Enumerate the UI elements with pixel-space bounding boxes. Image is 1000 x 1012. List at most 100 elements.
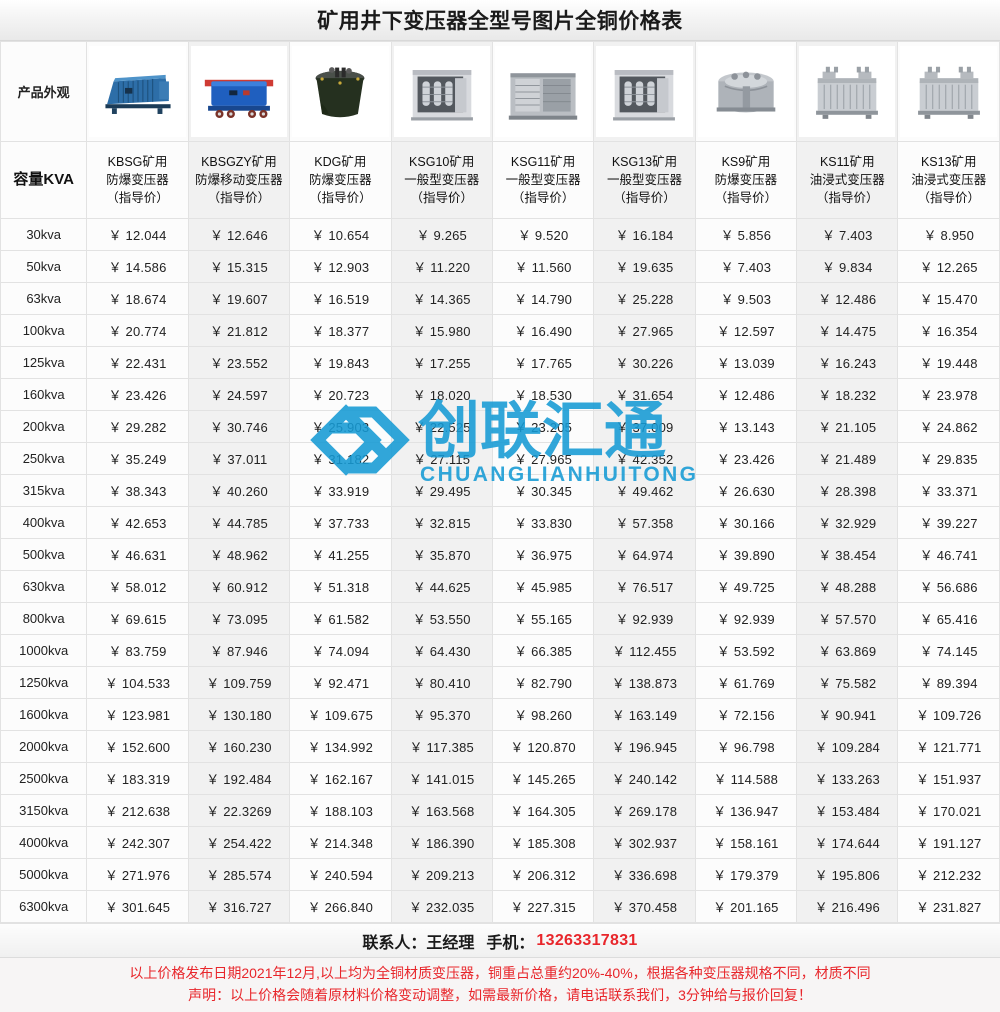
price-cell: ￥ 195.806 xyxy=(796,858,899,891)
price-cell: ￥ 30.345 xyxy=(491,474,595,507)
transformer-dry-cabinet-open-icon xyxy=(393,46,490,137)
price-cell: ￥ 16.184 xyxy=(593,218,696,251)
price-cell: ￥ 191.127 xyxy=(897,826,1000,859)
price-cell: ￥ 38.454 xyxy=(796,538,899,571)
price-cell: ￥ 80.410 xyxy=(390,666,493,699)
price-cell: ￥ 31.654 xyxy=(593,378,696,411)
price-cell: ￥ 23.978 xyxy=(897,378,1000,411)
price-cell: ￥ 227.315 xyxy=(491,890,595,923)
capacity-label: 100kva xyxy=(0,314,88,347)
column-header-line: 防爆移动变压器 xyxy=(195,172,283,187)
phone-number[interactable]: 13263317831 xyxy=(536,931,638,949)
price-cell: ￥ 240.142 xyxy=(593,762,696,795)
price-cell: ￥ 158.161 xyxy=(694,826,798,859)
price-cell: ￥ 73.095 xyxy=(187,602,291,635)
column-header-line: 油浸式变压器 xyxy=(911,172,987,187)
product-image-cell-ks9 xyxy=(694,41,798,142)
column-header-line: KSG13矿用 xyxy=(611,154,678,169)
table-row: 1250kva ￥ 104.533 ￥ 109.759 ￥ 92.471 ￥ 80.41… xyxy=(0,666,1000,699)
table-row: 160kva ￥ 23.426 ￥ 24.597 ￥ 20.723 ￥ 18.020 ￥ … xyxy=(0,378,1000,411)
price-cell: ￥ 7.403 xyxy=(694,250,798,283)
price-cell: ￥ 302.937 xyxy=(593,826,696,859)
price-cell: ￥ 20.723 xyxy=(289,378,392,411)
price-cell: ￥ 133.263 xyxy=(796,762,899,795)
price-cell: ￥ 32.815 xyxy=(390,506,493,539)
transformer-blue-finned-icon xyxy=(89,46,186,137)
capacity-label: 2000kva xyxy=(0,730,88,763)
price-cell: ￥ 7.403 xyxy=(796,218,899,251)
price-cell: ￥ 21.812 xyxy=(187,314,291,347)
capacity-label: 4000kva xyxy=(0,826,88,859)
column-header-line: （指导价） xyxy=(613,191,676,206)
price-cell: ￥ 37.011 xyxy=(187,442,291,475)
price-cell: ￥ 164.305 xyxy=(491,794,595,827)
footer-note: 以上价格发布日期2021年12月,以上均为全铜材质变压器，铜重占总重约20%-4… xyxy=(0,958,1000,1012)
price-cell: ￥ 30.166 xyxy=(694,506,798,539)
column-header-ksg11: KSG11矿用 一般型变压器 （指导价） xyxy=(491,141,595,219)
price-cell: ￥ 14.790 xyxy=(491,282,595,315)
table-row: 630kva ￥ 58.012 ￥ 60.912 ￥ 51.318 ￥ 44.625 ￥ … xyxy=(0,570,1000,603)
price-cell: ￥ 92.939 xyxy=(694,602,798,635)
capacity-label: 500kva xyxy=(0,538,88,571)
product-image-cell-kbsgzy xyxy=(187,41,291,142)
table-row: 315kva ￥ 38.343 ￥ 40.260 ￥ 33.919 ￥ 29.495 ￥ … xyxy=(0,474,1000,507)
product-image-cell-kbsg xyxy=(86,41,189,142)
price-cell: ￥ 15.315 xyxy=(187,250,291,283)
column-header-line: KSG11矿用 xyxy=(510,154,576,169)
contact-person: 联系人：王经理 xyxy=(362,934,475,952)
column-header-line: KDG矿用 xyxy=(314,154,367,169)
price-cell: ￥ 136.947 xyxy=(694,794,798,827)
price-cell: ￥ 231.827 xyxy=(897,890,1000,923)
column-header-ksg13: KSG13矿用 一般型变压器 （指导价） xyxy=(593,141,696,219)
price-cell: ￥ 24.862 xyxy=(897,410,1000,443)
price-cell: ￥ 35.249 xyxy=(86,442,189,475)
price-cell: ￥ 14.365 xyxy=(390,282,493,315)
price-cell: ￥ 29.835 xyxy=(897,442,1000,475)
column-header-line: 一般型变压器 xyxy=(606,172,682,187)
footer-line-2: 声明：以上价格会随着原材料价格变动调整，如需最新价格，请电话联系我们，3分钟给与… xyxy=(188,987,812,1003)
column-header-ksg10: KSG10矿用 一般型变压器 （指导价） xyxy=(390,141,493,219)
price-cell: ￥ 44.625 xyxy=(390,570,493,603)
price-cell: ￥ 89.394 xyxy=(897,666,1000,699)
transformer-gray-enclosure-icon xyxy=(494,46,592,137)
column-header-line: （指导价） xyxy=(207,191,271,206)
price-cell: ￥ 55.165 xyxy=(491,602,595,635)
column-header-line: 防爆变压器 xyxy=(106,172,169,187)
price-cell: ￥ 114.588 xyxy=(694,762,798,795)
price-cell: ￥ 16.243 xyxy=(796,346,899,379)
price-cell: ￥ 33.371 xyxy=(897,474,1000,507)
transformer-dark-cylindrical-icon xyxy=(292,46,389,137)
table-row: 125kva ￥ 22.431 ￥ 23.552 ￥ 19.843 ￥ 17.255 ￥ … xyxy=(0,346,1000,379)
column-header-line: 一般型变压器 xyxy=(505,172,581,187)
price-cell: ￥ 179.379 xyxy=(694,858,798,891)
price-cell: ￥ 16.519 xyxy=(289,282,392,315)
price-cell: ￥ 151.937 xyxy=(897,762,1000,795)
price-cell: ￥ 19.843 xyxy=(289,346,392,379)
table-row: 250kva ￥ 35.249 ￥ 37.011 ￥ 31.182 ￥ 27.115 ￥ … xyxy=(0,442,1000,475)
column-header-line: KS13矿用 xyxy=(920,154,977,169)
price-cell: ￥ 22.3269 xyxy=(187,794,291,827)
price-cell: ￥ 98.260 xyxy=(491,698,595,731)
price-cell: ￥ 90.941 xyxy=(796,698,899,731)
price-cell: ￥ 170.021 xyxy=(897,794,1000,827)
price-cell: ￥ 285.574 xyxy=(187,858,291,891)
price-cell: ￥ 22.525 xyxy=(390,410,493,443)
price-cell: ￥ 11.560 xyxy=(491,250,595,283)
price-cell: ￥ 17.765 xyxy=(491,346,595,379)
row-header-capacity: 容量KVA xyxy=(0,141,88,219)
column-header-line: KBSG矿用 xyxy=(107,154,168,169)
capacity-label: 5000kva xyxy=(0,858,88,891)
price-cell: ￥ 29.495 xyxy=(390,474,493,507)
price-cell: ￥ 5.856 xyxy=(694,218,798,251)
price-cell: ￥ 28.398 xyxy=(796,474,899,507)
price-cell: ￥ 75.582 xyxy=(796,666,899,699)
price-cell: ￥ 212.232 xyxy=(897,858,1000,891)
price-cell: ￥ 23.205 xyxy=(491,410,595,443)
price-cell: ￥ 212.638 xyxy=(86,794,189,827)
price-cell: ￥ 24.597 xyxy=(187,378,291,411)
price-cell: ￥ 206.312 xyxy=(491,858,595,891)
table-row: 5000kva ￥ 271.976 ￥ 285.574 ￥ 240.594 ￥ 209.… xyxy=(0,858,1000,891)
price-cell: ￥ 42.653 xyxy=(86,506,189,539)
price-cell: ￥ 134.992 xyxy=(289,730,392,763)
price-cell: ￥ 12.646 xyxy=(187,218,291,251)
